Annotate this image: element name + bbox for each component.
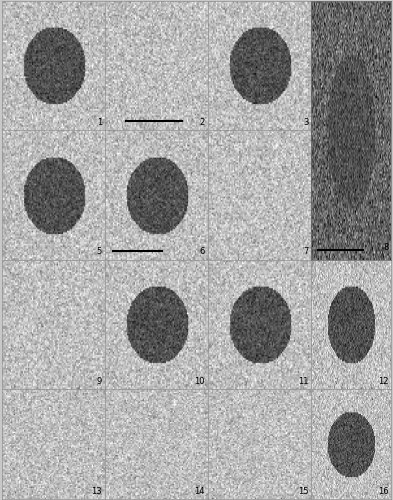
Text: 2: 2 <box>200 118 205 126</box>
Text: 10: 10 <box>195 376 205 386</box>
Text: 6: 6 <box>200 247 205 256</box>
Text: 7: 7 <box>303 247 308 256</box>
Text: 14: 14 <box>195 486 205 496</box>
Text: 13: 13 <box>91 486 102 496</box>
Text: 15: 15 <box>298 486 308 496</box>
Text: 8: 8 <box>383 243 389 252</box>
Text: 1: 1 <box>97 118 102 126</box>
Text: 3: 3 <box>303 118 308 126</box>
Text: 11: 11 <box>298 376 308 386</box>
Text: 4: 4 <box>384 118 389 126</box>
Text: 12: 12 <box>378 376 389 386</box>
Text: 16: 16 <box>378 486 389 496</box>
Text: 9: 9 <box>97 376 102 386</box>
Text: 5: 5 <box>97 247 102 256</box>
